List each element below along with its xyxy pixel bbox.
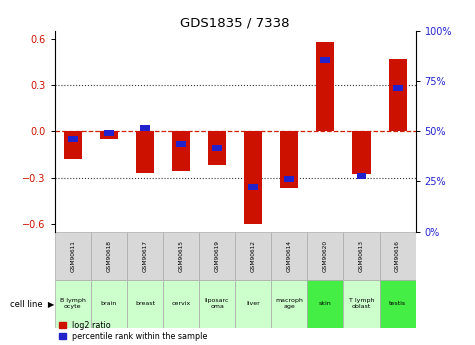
Bar xyxy=(199,280,235,328)
Text: cervix: cervix xyxy=(171,301,190,306)
Bar xyxy=(316,42,334,131)
Bar xyxy=(393,85,402,91)
Text: GSM90612: GSM90612 xyxy=(251,239,256,272)
Bar xyxy=(280,131,298,188)
Bar xyxy=(244,131,262,224)
Bar xyxy=(172,131,190,171)
Bar xyxy=(64,131,82,159)
Bar xyxy=(55,231,91,280)
Bar xyxy=(91,231,127,280)
Bar xyxy=(55,280,91,328)
Bar xyxy=(285,176,294,182)
Bar xyxy=(271,280,307,328)
Bar xyxy=(357,173,366,179)
Text: T lymph
oblast: T lymph oblast xyxy=(349,298,374,309)
Bar xyxy=(127,231,163,280)
Text: liver: liver xyxy=(247,301,260,306)
Bar xyxy=(136,131,154,173)
Text: testis: testis xyxy=(389,301,406,306)
Bar xyxy=(68,136,77,142)
Bar xyxy=(248,184,258,190)
Title: GDS1835 / 7338: GDS1835 / 7338 xyxy=(180,17,290,30)
Text: breast: breast xyxy=(135,301,155,306)
Bar xyxy=(380,280,416,328)
Text: skin: skin xyxy=(319,301,332,306)
Text: GSM90618: GSM90618 xyxy=(106,239,111,272)
Text: GSM90613: GSM90613 xyxy=(359,239,364,272)
Bar xyxy=(208,131,226,165)
Bar xyxy=(91,280,127,328)
Bar xyxy=(176,140,186,147)
Bar xyxy=(271,231,307,280)
Text: macroph
age: macroph age xyxy=(276,298,303,309)
Text: GSM90616: GSM90616 xyxy=(395,240,400,272)
Text: brain: brain xyxy=(101,301,117,306)
Text: cell line  ▶: cell line ▶ xyxy=(10,299,55,308)
Bar xyxy=(163,231,199,280)
Bar xyxy=(307,280,343,328)
Text: GSM90617: GSM90617 xyxy=(142,239,147,272)
Text: GSM90614: GSM90614 xyxy=(287,239,292,272)
Text: GSM90619: GSM90619 xyxy=(215,239,219,272)
Bar xyxy=(321,57,330,63)
Text: GSM90611: GSM90611 xyxy=(70,240,75,272)
Bar xyxy=(235,231,271,280)
Bar xyxy=(212,145,222,151)
Text: B lymph
ocyte: B lymph ocyte xyxy=(60,298,86,309)
Bar xyxy=(235,280,271,328)
Bar xyxy=(199,231,235,280)
Bar xyxy=(140,125,150,131)
Bar xyxy=(343,280,380,328)
Legend: log2 ratio, percentile rank within the sample: log2 ratio, percentile rank within the s… xyxy=(58,321,208,341)
Bar xyxy=(307,231,343,280)
Bar xyxy=(380,231,416,280)
Bar xyxy=(389,59,407,131)
Text: GSM90615: GSM90615 xyxy=(179,239,183,272)
Bar xyxy=(352,131,370,175)
Text: GSM90620: GSM90620 xyxy=(323,239,328,272)
Text: liposarc
oma: liposarc oma xyxy=(205,298,229,309)
Bar xyxy=(127,280,163,328)
Bar xyxy=(163,280,199,328)
Bar xyxy=(343,231,380,280)
Bar xyxy=(100,131,118,139)
Bar xyxy=(104,130,114,136)
